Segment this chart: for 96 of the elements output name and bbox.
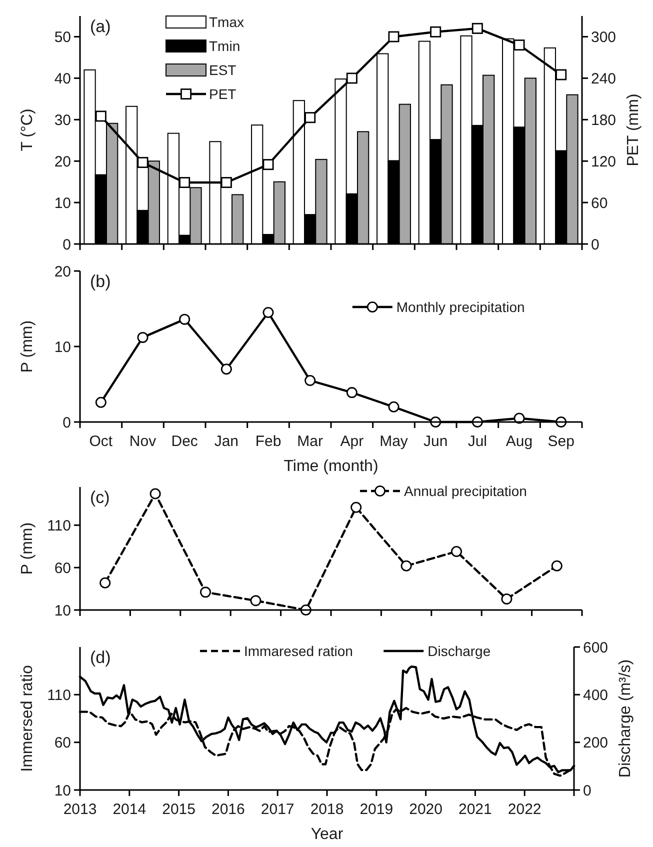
point bbox=[220, 364, 232, 375]
point bbox=[150, 488, 161, 500]
point bbox=[137, 332, 148, 343]
point bbox=[100, 577, 111, 588]
legend-label: Tmin bbox=[209, 38, 240, 54]
y-tick-label: 0 bbox=[62, 236, 71, 254]
point bbox=[262, 307, 274, 318]
x-tick-label: 2020 bbox=[409, 801, 442, 818]
y2-tick-label: 60 bbox=[591, 194, 608, 212]
legend-label: PET bbox=[209, 86, 237, 102]
point bbox=[451, 546, 462, 557]
y-axis-title: P (mm) bbox=[19, 522, 36, 575]
y-tick-label: 40 bbox=[54, 70, 71, 88]
y2-axis-title: Discharge (m³/s) bbox=[617, 659, 634, 778]
point bbox=[388, 31, 400, 42]
y-tick-label: 20 bbox=[54, 263, 71, 280]
y2-tick-label: 0 bbox=[591, 236, 600, 254]
x-tick-label: May bbox=[380, 433, 408, 450]
point bbox=[472, 22, 483, 34]
x-tick-label: 2014 bbox=[112, 801, 146, 818]
y-tick-label: 20 bbox=[54, 153, 71, 170]
x-tick-label: Dec bbox=[171, 433, 198, 450]
y2-tick-label: 600 bbox=[583, 639, 608, 656]
x-tick-label: 2016 bbox=[212, 801, 245, 818]
point bbox=[179, 177, 190, 188]
point bbox=[250, 595, 262, 606]
legend-label: EST bbox=[209, 62, 237, 78]
x-tick-label: Feb bbox=[255, 433, 282, 450]
point bbox=[514, 40, 525, 51]
legend-label: Annual precipitation bbox=[404, 482, 527, 499]
point bbox=[95, 396, 106, 408]
y-tick-label: 30 bbox=[54, 112, 71, 129]
point bbox=[551, 560, 562, 572]
y2-tick-label: 400 bbox=[583, 686, 608, 704]
y-tick-label: 50 bbox=[54, 28, 71, 46]
y-tick-label: 0 bbox=[62, 414, 71, 432]
y2-tick-label: 240 bbox=[591, 70, 616, 88]
x-tick-label: Mar bbox=[297, 433, 324, 450]
y-tick-label: 10 bbox=[54, 602, 71, 620]
y-tick-label: 110 bbox=[47, 686, 71, 704]
y-tick-label: 60 bbox=[54, 734, 71, 752]
x-tick-label: Oct bbox=[89, 433, 114, 450]
x-tick-label: Aug bbox=[506, 433, 533, 450]
point bbox=[346, 72, 358, 84]
y2-tick-label: 200 bbox=[583, 734, 608, 752]
y-tick-label: 10 bbox=[54, 782, 71, 800]
x-tick-label: 2015 bbox=[162, 801, 196, 818]
x-tick-label: Jul bbox=[468, 433, 488, 450]
y-tick-label: 110 bbox=[47, 517, 71, 534]
x-axis-title: Time (month) bbox=[284, 458, 378, 475]
point bbox=[262, 159, 274, 170]
y-tick-label: 10 bbox=[54, 338, 71, 356]
point bbox=[346, 387, 358, 398]
x-tick-label: Apr bbox=[340, 433, 364, 450]
y2-axis-title: PET (mm) bbox=[625, 94, 642, 166]
point bbox=[304, 374, 316, 386]
x-tick-label: Nov bbox=[129, 433, 157, 450]
x-axis-title: Year bbox=[310, 826, 344, 843]
point bbox=[179, 314, 190, 325]
y-axis-title: Immersed ratio bbox=[19, 665, 36, 772]
y-axis-title: P (mm) bbox=[19, 320, 36, 373]
point bbox=[137, 156, 148, 168]
x-tick-label: 2013 bbox=[63, 801, 97, 818]
x-tick-label: Jan bbox=[214, 433, 239, 450]
point bbox=[400, 560, 412, 572]
x-tick-label: 2018 bbox=[310, 801, 344, 818]
legend-label: Discharge bbox=[428, 642, 491, 659]
point bbox=[220, 177, 232, 188]
point bbox=[430, 26, 442, 38]
x-tick-label: 2021 bbox=[458, 801, 492, 818]
annotation: (c) bbox=[90, 488, 110, 507]
point bbox=[350, 502, 362, 513]
annotation: (a) bbox=[90, 17, 111, 36]
x-tick-label: Sep bbox=[548, 433, 574, 450]
legend-label: Monthly precipitation bbox=[396, 298, 525, 315]
y-tick-label: 10 bbox=[54, 194, 71, 212]
x-tick-label: Jun bbox=[423, 433, 448, 450]
y2-tick-label: 0 bbox=[583, 782, 592, 800]
y2-tick-label: 180 bbox=[591, 112, 616, 129]
point bbox=[200, 586, 211, 598]
point bbox=[95, 110, 106, 122]
point bbox=[501, 593, 512, 604]
point bbox=[304, 112, 316, 124]
y2-tick-label: 300 bbox=[591, 28, 616, 46]
x-tick-label: 2017 bbox=[260, 801, 294, 818]
point bbox=[556, 69, 567, 80]
y2-tick-label: 120 bbox=[591, 153, 616, 170]
point bbox=[388, 401, 400, 412]
x-tick-label: 2022 bbox=[508, 801, 542, 818]
annotation: (b) bbox=[90, 272, 111, 291]
y-axis-title: T (°C) bbox=[19, 108, 36, 152]
legend-label: Immaresed ration bbox=[244, 642, 353, 659]
x-tick-label: 2019 bbox=[360, 801, 394, 818]
legend-label: Tmax bbox=[209, 14, 244, 30]
y-tick-label: 60 bbox=[54, 560, 71, 577]
annotation: (d) bbox=[90, 648, 111, 667]
